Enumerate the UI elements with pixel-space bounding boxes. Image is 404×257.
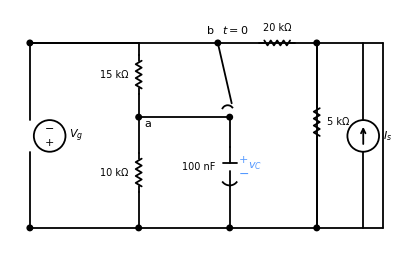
- Text: a: a: [145, 119, 152, 129]
- Text: $t = 0$: $t = 0$: [222, 24, 248, 36]
- Text: +: +: [45, 138, 55, 148]
- Circle shape: [314, 40, 320, 46]
- Text: 20 kΩ: 20 kΩ: [263, 23, 291, 33]
- Circle shape: [314, 225, 320, 231]
- Text: −: −: [239, 168, 249, 181]
- Text: 100 nF: 100 nF: [183, 162, 216, 172]
- Text: $I_s$: $I_s$: [383, 129, 392, 143]
- Circle shape: [136, 225, 141, 231]
- Circle shape: [227, 114, 232, 120]
- Text: b: b: [207, 26, 214, 36]
- Text: $v_C$: $v_C$: [248, 161, 261, 172]
- Circle shape: [136, 114, 141, 120]
- Text: −: −: [45, 124, 55, 134]
- Circle shape: [227, 225, 232, 231]
- Text: $V_g$: $V_g$: [69, 128, 84, 144]
- Circle shape: [215, 40, 221, 46]
- Circle shape: [27, 40, 33, 46]
- Text: 5 kΩ: 5 kΩ: [327, 117, 349, 127]
- Circle shape: [27, 225, 33, 231]
- Text: 15 kΩ: 15 kΩ: [100, 70, 129, 80]
- Text: 10 kΩ: 10 kΩ: [101, 168, 129, 178]
- Text: +: +: [239, 155, 248, 165]
